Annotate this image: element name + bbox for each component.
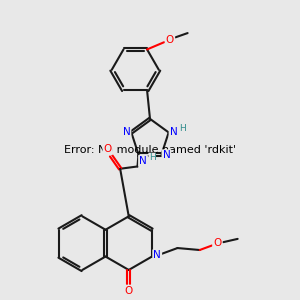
Text: N: N	[123, 127, 130, 137]
Text: Error: No module named 'rdkit': Error: No module named 'rdkit'	[64, 145, 236, 155]
Text: N: N	[163, 150, 170, 160]
Text: N: N	[153, 250, 161, 260]
Text: O: O	[103, 144, 112, 154]
Text: O: O	[166, 34, 174, 45]
Text: H: H	[179, 124, 186, 133]
Text: N: N	[139, 156, 147, 166]
Text: N: N	[170, 127, 177, 137]
Text: O: O	[213, 238, 221, 248]
Text: H: H	[149, 153, 156, 162]
Text: O: O	[124, 286, 133, 296]
